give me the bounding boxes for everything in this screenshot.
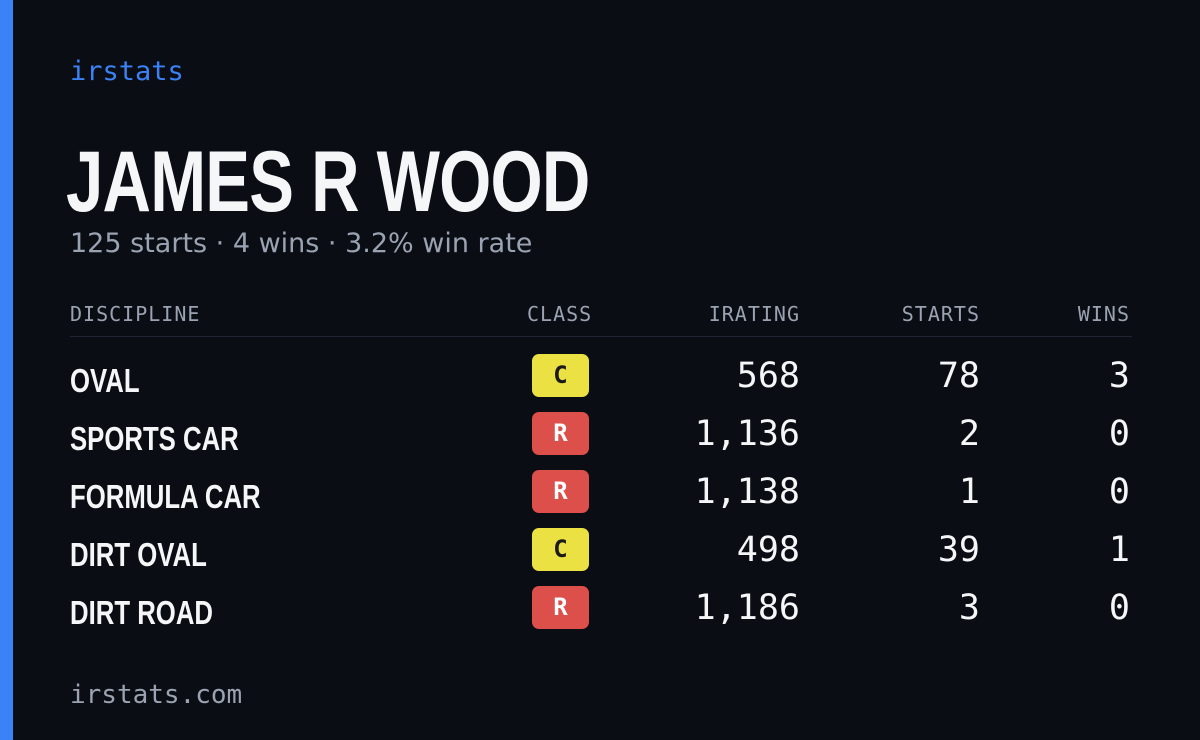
header-wins: WINS	[1077, 302, 1130, 326]
discipline-cell: FORMULA CAR	[70, 478, 261, 515]
brand-logo-text: irstats	[70, 56, 184, 87]
starts-cell: 3	[958, 588, 980, 628]
wins-cell: 0	[1108, 588, 1130, 628]
header-starts: STARTS	[901, 302, 980, 326]
irating-cell: 1,186	[694, 588, 800, 628]
wins-cell: 0	[1108, 414, 1130, 454]
wins-cell: 0	[1108, 472, 1130, 512]
discipline-cell: DIRT OVAL	[70, 536, 207, 573]
wins-cell: 3	[1108, 356, 1130, 396]
driver-name: JAMES R WOOD	[66, 134, 590, 230]
accent-bar	[0, 0, 13, 740]
header-divider	[70, 336, 1132, 337]
class-badge: R	[532, 412, 589, 455]
driver-summary: 125 starts · 4 wins · 3.2% win rate	[70, 228, 533, 259]
footer-url: irstats.com	[70, 680, 243, 710]
table-row: DIRT ROAD R 1,186 3 0	[0, 586, 1200, 644]
header-irating: IRATING	[708, 302, 800, 326]
class-badge: C	[532, 528, 589, 571]
header-class: CLASS	[527, 302, 593, 326]
starts-cell: 39	[937, 530, 980, 570]
class-badge: R	[532, 586, 589, 629]
discipline-cell: OVAL	[70, 362, 140, 399]
starts-cell: 78	[937, 356, 980, 396]
irating-cell: 1,136	[694, 414, 800, 454]
header-discipline: DISCIPLINE	[70, 302, 201, 326]
table-row: DIRT OVAL C 498 39 1	[0, 528, 1200, 586]
table-row: OVAL C 568 78 3	[0, 354, 1200, 412]
table-row: SPORTS CAR R 1,136 2 0	[0, 412, 1200, 470]
irating-cell: 568	[736, 356, 800, 396]
class-badge: C	[532, 354, 589, 397]
table-row: FORMULA CAR R 1,138 1 0	[0, 470, 1200, 528]
irating-cell: 498	[736, 530, 800, 570]
starts-cell: 2	[958, 414, 980, 454]
starts-cell: 1	[958, 472, 980, 512]
class-badge: R	[532, 470, 589, 513]
discipline-cell: DIRT ROAD	[70, 594, 213, 631]
irating-cell: 1,138	[694, 472, 800, 512]
discipline-cell: SPORTS CAR	[70, 420, 239, 457]
wins-cell: 1	[1108, 530, 1130, 570]
